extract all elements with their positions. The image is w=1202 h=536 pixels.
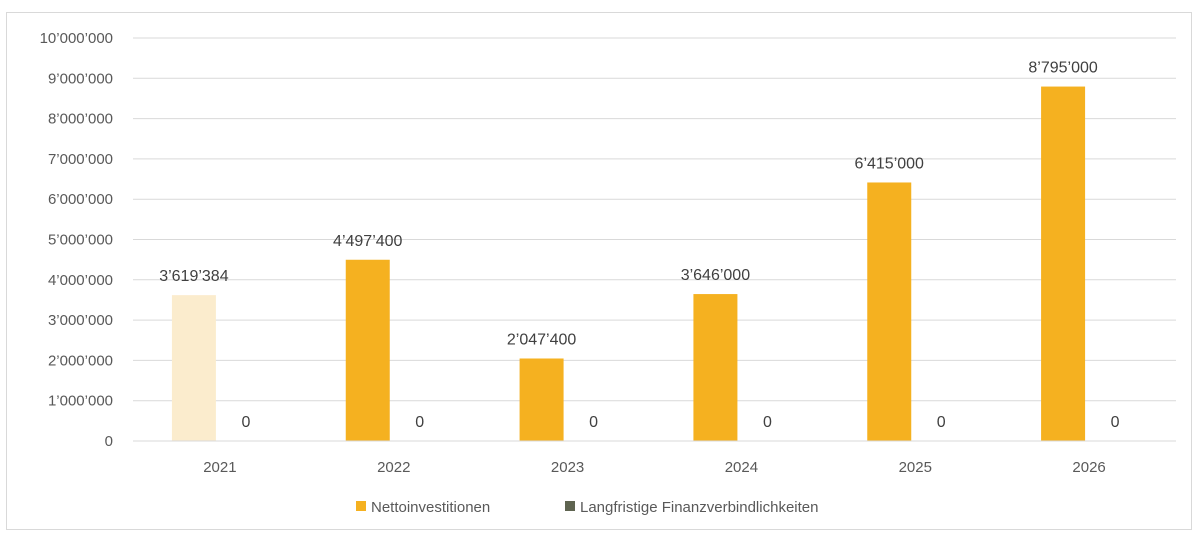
data-label: 0 [241, 414, 250, 431]
y-tick-label: 10’000’000 [40, 30, 113, 47]
data-label: 3’646’000 [681, 267, 751, 284]
x-tick-label: 2022 [377, 459, 410, 476]
data-label: 0 [1111, 414, 1120, 431]
data-label: 0 [589, 414, 598, 431]
chart-frame [6, 12, 1192, 530]
legend-label: Langfristige Finanzverbindlichkeiten [580, 499, 818, 516]
data-label: 2’047’400 [507, 331, 577, 348]
bar-nettoinvestitionen [693, 294, 738, 441]
bar-nettoinvestitionen [171, 295, 216, 441]
y-tick-label: 2’000’000 [48, 352, 113, 369]
y-tick-label: 1’000’000 [48, 393, 113, 410]
x-tick-label: 2026 [1072, 459, 1105, 476]
x-tick-label: 2023 [551, 459, 584, 476]
y-tick-label: 8’000’000 [48, 111, 113, 128]
x-tick-label: 2024 [725, 459, 758, 476]
bar-nettoinvestitionen [1041, 86, 1086, 442]
data-label: 0 [415, 414, 424, 431]
data-label: 3’619’384 [159, 268, 229, 285]
bar-nettoinvestitionen [345, 259, 390, 441]
data-label: 4’497’400 [333, 233, 403, 250]
y-tick-label: 3’000’000 [48, 312, 113, 329]
x-tick-label: 2025 [899, 459, 932, 476]
legend-swatch [565, 501, 575, 511]
y-tick-label: 7’000’000 [48, 151, 113, 168]
y-tick-label: 6’000’000 [48, 191, 113, 208]
legend-swatch [356, 501, 366, 511]
data-label: 0 [763, 414, 772, 431]
y-tick-label: 9’000’000 [48, 70, 113, 87]
bar-nettoinvestitionen [867, 182, 912, 441]
data-label: 6’415’000 [855, 155, 925, 172]
y-tick-label: 4’000’000 [48, 272, 113, 289]
y-tick-label: 5’000’000 [48, 232, 113, 249]
legend-label: Nettoinvestitionen [371, 499, 490, 516]
x-tick-label: 2021 [203, 459, 236, 476]
data-label: 0 [937, 414, 946, 431]
bar-nettoinvestitionen [519, 358, 564, 441]
data-label: 8’795’000 [1028, 60, 1098, 77]
y-tick-label: 0 [105, 433, 113, 450]
